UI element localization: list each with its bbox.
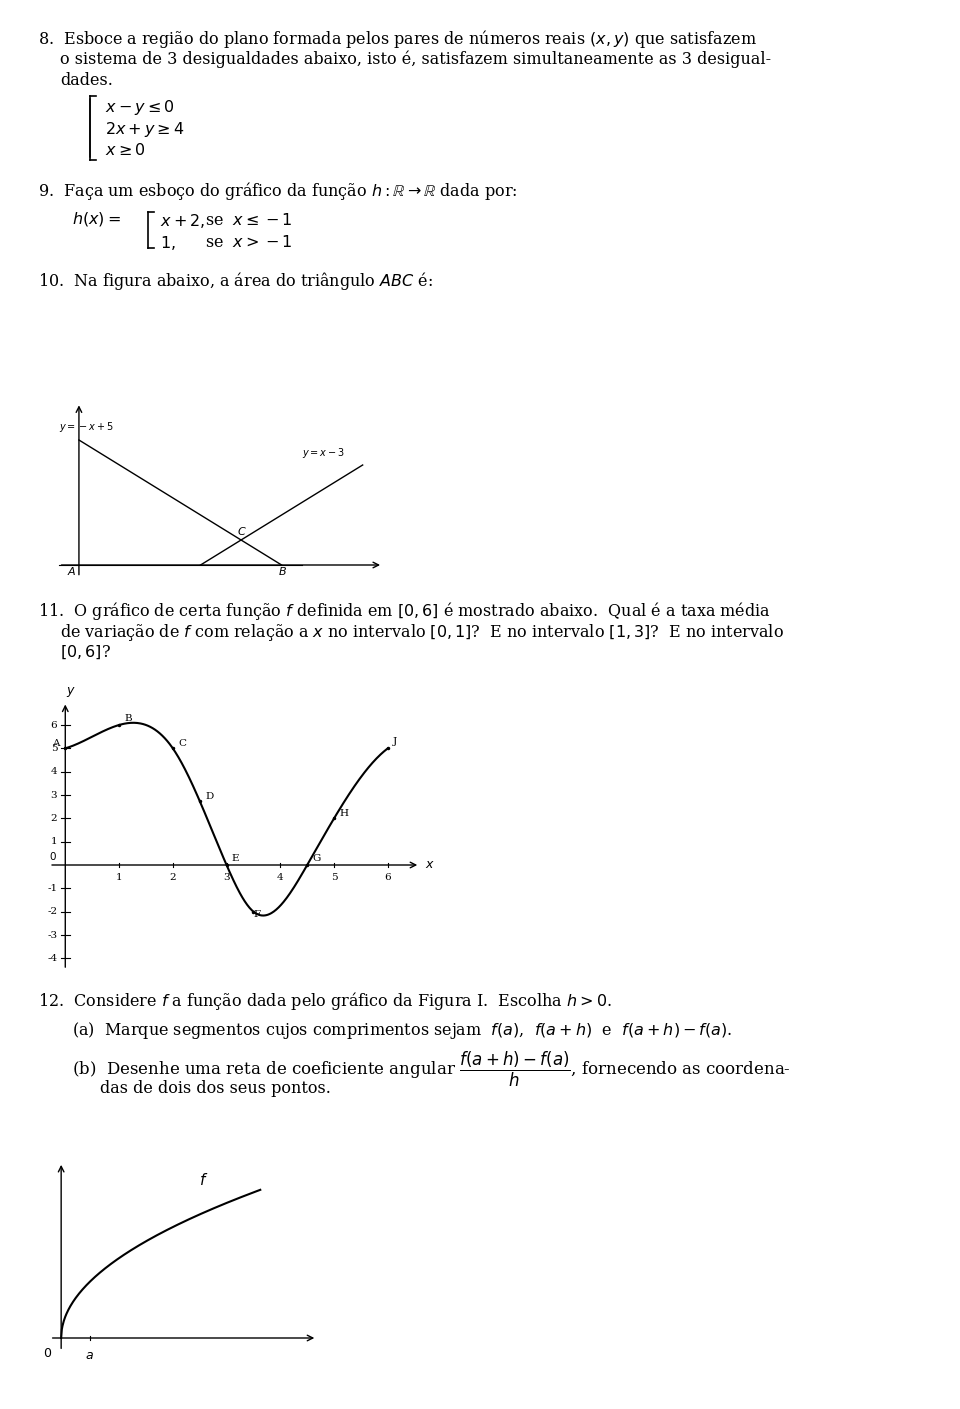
- Text: D: D: [205, 792, 213, 800]
- Text: dades.: dades.: [60, 72, 113, 89]
- Text: $a$: $a$: [85, 1348, 94, 1363]
- Text: F: F: [253, 910, 260, 919]
- Text: 5: 5: [51, 744, 58, 752]
- Text: $B$: $B$: [277, 565, 286, 578]
- Text: $A$: $A$: [67, 565, 76, 578]
- Text: 1: 1: [51, 837, 58, 847]
- Text: $x - y \leq 0$: $x - y \leq 0$: [105, 99, 175, 117]
- Text: $f$: $f$: [199, 1172, 208, 1188]
- Text: 3: 3: [51, 790, 58, 799]
- Text: 8.  Esboce a região do plano formada pelos pares de números reais $(x, y)$ que s: 8. Esboce a região do plano formada pelo…: [38, 28, 756, 49]
- Text: H: H: [340, 809, 348, 819]
- Text: A: A: [52, 740, 60, 748]
- Text: J: J: [394, 737, 397, 745]
- Text: $x + 2,$: $x + 2,$: [160, 211, 205, 230]
- Text: $x$: $x$: [425, 858, 435, 872]
- Text: -3: -3: [47, 930, 58, 940]
- Text: 11.  O gráfico de certa função $f$ definida em $[0, 6]$ é mostrado abaixo.  Qual: 11. O gráfico de certa função $f$ defini…: [38, 600, 771, 621]
- Text: C: C: [179, 740, 186, 748]
- Text: 6: 6: [51, 720, 58, 730]
- Text: 2: 2: [51, 814, 58, 823]
- Text: se  $x > -1$: se $x > -1$: [205, 234, 293, 251]
- Text: E: E: [232, 854, 239, 862]
- Text: (b)  Desenhe uma reta de coeficiente angular $\dfrac{f(a+h)-f(a)}{h}$, fornecend: (b) Desenhe uma reta de coeficiente angu…: [72, 1050, 791, 1089]
- Text: $C$: $C$: [237, 526, 247, 537]
- Text: $y = x-3$: $y = x-3$: [301, 445, 345, 459]
- Text: B: B: [125, 714, 132, 723]
- Text: 10.  Na figura abaixo, a área do triângulo $ABC$ é:: 10. Na figura abaixo, a área do triângul…: [38, 271, 433, 292]
- Text: $0$: $0$: [43, 1347, 53, 1360]
- Text: $2x + y \geq 4$: $2x + y \geq 4$: [105, 120, 184, 139]
- Text: $h(x) = $: $h(x) = $: [72, 210, 121, 228]
- Text: $y = -x+5$: $y = -x+5$: [59, 420, 114, 434]
- Text: (a)  Marque segmentos cujos comprimentos sejam  $f(a)$,  $f(a+h)$  e  $f(a+h) - : (a) Marque segmentos cujos comprimentos …: [72, 1020, 732, 1041]
- Text: 4: 4: [277, 874, 283, 882]
- Text: $x \geq 0$: $x \geq 0$: [105, 142, 146, 159]
- Text: -1: -1: [47, 883, 58, 893]
- Text: 5: 5: [331, 874, 337, 882]
- Text: das de dois dos seus pontos.: das de dois dos seus pontos.: [100, 1081, 331, 1098]
- Text: -4: -4: [47, 954, 58, 962]
- Text: $1,$: $1,$: [160, 234, 176, 252]
- Text: $[0, 6]$?: $[0, 6]$?: [60, 644, 111, 661]
- Text: 6: 6: [385, 874, 391, 882]
- Text: -2: -2: [47, 907, 58, 916]
- Text: $0$: $0$: [49, 850, 58, 861]
- Text: de variação de $f$ com relação a $x$ no intervalo $[0, 1]$?  E no intervalo $[1,: de variação de $f$ com relação a $x$ no …: [60, 621, 784, 643]
- Text: 9.  Faça um esboço do gráfico da função $h : \mathbb{R} \rightarrow \mathbb{R}$ : 9. Faça um esboço do gráfico da função $…: [38, 180, 517, 201]
- Text: $y$: $y$: [65, 685, 76, 699]
- Text: se  $x \leq -1$: se $x \leq -1$: [205, 211, 293, 230]
- Text: o sistema de 3 desigualdades abaixo, isto é, satisfazem simultaneamente as 3 des: o sistema de 3 desigualdades abaixo, ist…: [60, 49, 771, 68]
- Text: G: G: [313, 854, 321, 862]
- Text: 1: 1: [116, 874, 122, 882]
- Text: 12.  Considere $f$ a função dada pelo gráfico da Figura I.  Escolha $h > 0$.: 12. Considere $f$ a função dada pelo grá…: [38, 991, 612, 1012]
- Text: 4: 4: [51, 766, 58, 776]
- Text: 2: 2: [170, 874, 176, 882]
- Text: 3: 3: [224, 874, 229, 882]
